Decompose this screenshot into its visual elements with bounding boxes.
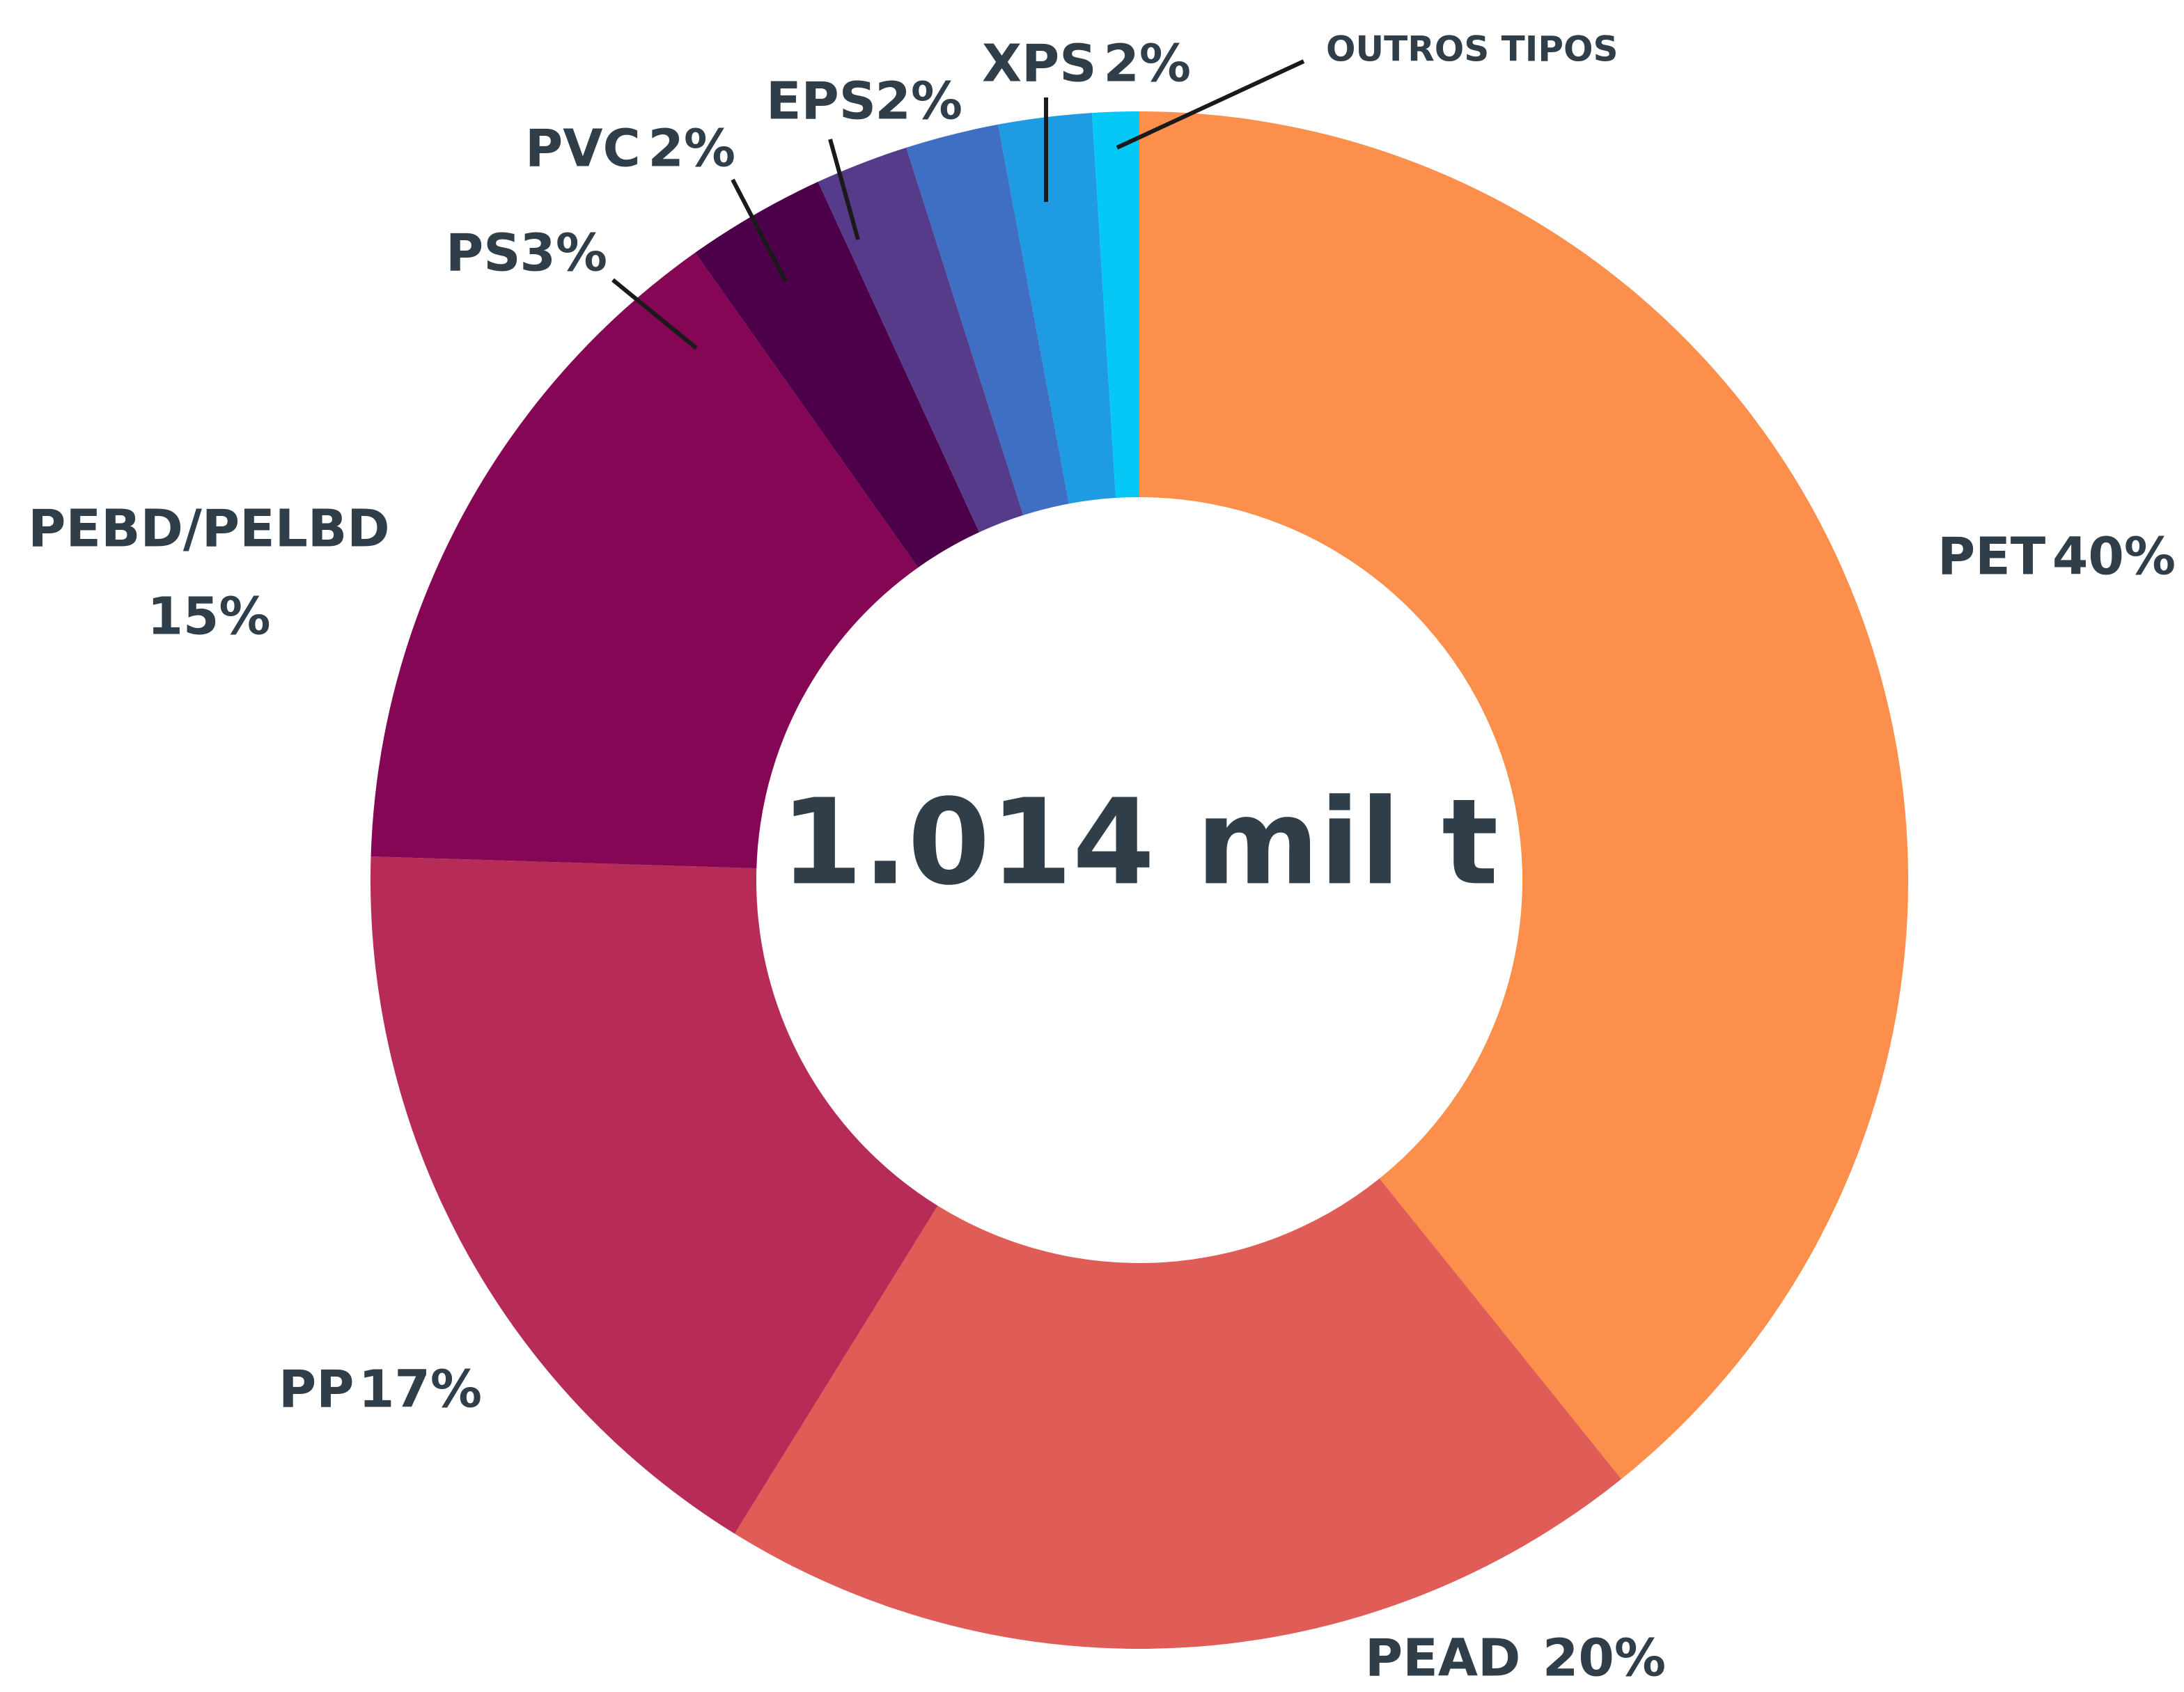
slice xyxy=(370,856,938,1534)
leader-line xyxy=(731,178,788,283)
value-label: 2% xyxy=(648,119,735,179)
value-label: 17% xyxy=(359,1360,482,1420)
value-label: 3% xyxy=(520,224,607,283)
value-label: 40% xyxy=(2052,527,2176,587)
category-label: PEBD/PELBD xyxy=(28,499,389,559)
leader-line xyxy=(1116,59,1305,150)
value-label: 20% xyxy=(1543,1629,1666,1689)
category-label: PEAD xyxy=(1365,1629,1520,1689)
category-label: XPS xyxy=(982,34,1097,94)
value-label: 15% xyxy=(147,587,270,647)
category-label: PET xyxy=(1937,527,2046,587)
value-label: 2% xyxy=(1103,34,1191,94)
slice xyxy=(370,252,919,869)
slice xyxy=(998,113,1116,504)
leader-lines xyxy=(611,59,1305,350)
category-label: OUTROS TIPOS xyxy=(1326,29,1618,70)
category-label: PS xyxy=(446,224,521,283)
slice xyxy=(734,1178,1622,1649)
slice xyxy=(1139,111,1908,1480)
slice xyxy=(906,124,1069,515)
center-label: 1.014 mil t xyxy=(780,774,1498,911)
category-label: PVC xyxy=(525,119,641,179)
slice xyxy=(818,147,1024,533)
leader-line xyxy=(611,278,698,350)
category-label: EPS xyxy=(766,72,876,132)
slice xyxy=(1092,111,1139,499)
value-label: 2% xyxy=(875,72,962,132)
category-label: PP xyxy=(279,1360,354,1420)
slice xyxy=(695,182,980,568)
leader-line xyxy=(828,139,860,240)
